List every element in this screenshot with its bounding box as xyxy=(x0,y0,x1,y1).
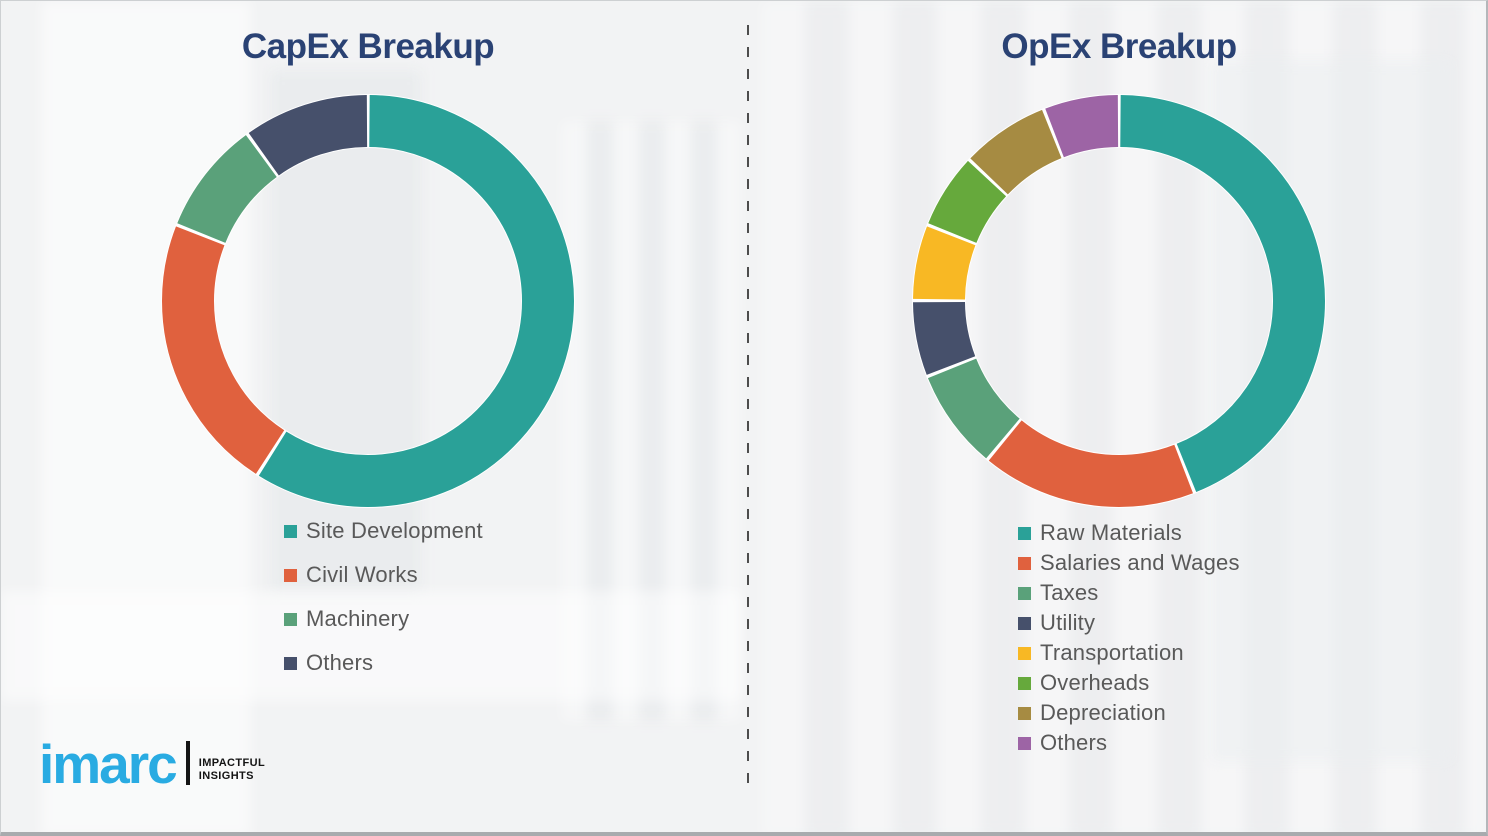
legend-marker xyxy=(1018,646,1031,660)
donut-segment-site-development xyxy=(162,95,574,507)
legend-item-utility: Utility xyxy=(1018,608,1240,638)
legend-label: Depreciation xyxy=(1040,700,1166,725)
legend-marker xyxy=(1018,736,1031,750)
donut-segment-civil-works xyxy=(162,95,574,507)
legend-item-civil-works: Civil Works xyxy=(284,553,483,597)
legend-label: Utility xyxy=(1040,610,1096,635)
legend-marker xyxy=(1018,706,1031,720)
tagline-line-1: IMPACTFUL xyxy=(198,757,266,769)
legend-marker xyxy=(284,656,297,670)
background-watermark xyxy=(561,121,741,721)
imarc-logo: imarc IMPACTFUL INSIGHTS xyxy=(39,733,265,795)
legend-label: Salaries and Wages xyxy=(1040,550,1240,575)
legend-item-salaries-and-wages: Salaries and Wages xyxy=(1018,548,1240,578)
legend-marker xyxy=(1018,676,1031,690)
tagline-line-2: INSIGHTS xyxy=(198,770,254,782)
legend-label: Transportation xyxy=(1040,640,1184,665)
legend-item-site-development: Site Development xyxy=(284,509,483,553)
legend-label: Civil Works xyxy=(306,562,418,587)
dashed-divider xyxy=(747,25,749,791)
legend-marker xyxy=(284,612,297,626)
legend-label: Raw Materials xyxy=(1040,520,1182,545)
donut-segment-salaries-and-wages xyxy=(913,95,1325,507)
opex-legend: Raw Materials Salaries and Wages Taxes Util… xyxy=(1018,518,1240,758)
legend-item-machinery: Machinery xyxy=(284,597,483,641)
legend-item-taxes: Taxes xyxy=(1018,578,1240,608)
legend-label: Others xyxy=(306,650,374,675)
legend-label: Site Development xyxy=(306,518,483,543)
legend-item-overheads: Overheads xyxy=(1018,668,1240,698)
legend-marker xyxy=(1018,616,1031,630)
capex-legend: Site Development Civil Works Machinery Othe… xyxy=(284,509,483,685)
legend-item-transportation: Transportation xyxy=(1018,638,1240,668)
legend-item-others: Others xyxy=(284,641,483,685)
legend-marker xyxy=(284,568,297,582)
legend-marker xyxy=(1018,526,1031,540)
imarc-logo-wordmark: imarc xyxy=(39,733,178,795)
opex-donut-chart xyxy=(912,94,1326,508)
legend-label: Taxes xyxy=(1040,580,1099,605)
legend-marker xyxy=(1018,556,1031,570)
donut-segment-raw-materials xyxy=(913,95,1325,507)
legend-label: Overheads xyxy=(1040,670,1150,695)
legend-label: Machinery xyxy=(306,606,410,631)
capex-chart-title: CapEx Breakup xyxy=(241,27,495,66)
capex-donut-chart xyxy=(161,94,575,508)
legend-item-depreciation: Depreciation xyxy=(1018,698,1240,728)
legend-marker xyxy=(1018,586,1031,600)
imarc-logo-divider-bar xyxy=(185,741,190,785)
legend-item-others: Others xyxy=(1018,728,1240,758)
legend-label: Others xyxy=(1040,730,1108,755)
legend-item-raw-materials: Raw Materials xyxy=(1018,518,1240,548)
imarc-logo-tagline: IMPACTFUL INSIGHTS xyxy=(199,757,265,786)
opex-chart-title: OpEx Breakup xyxy=(1001,27,1237,66)
legend-marker xyxy=(284,524,297,538)
